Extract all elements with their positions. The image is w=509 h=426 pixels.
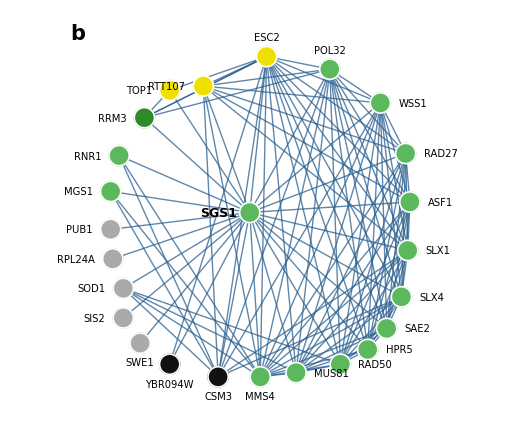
- Circle shape: [159, 81, 179, 101]
- Text: MGS1: MGS1: [64, 187, 93, 197]
- Circle shape: [399, 193, 419, 213]
- Text: SAE2: SAE2: [404, 324, 430, 334]
- Circle shape: [159, 354, 179, 374]
- Circle shape: [249, 367, 270, 387]
- Text: RRM3: RRM3: [98, 113, 126, 124]
- Text: MUS81: MUS81: [314, 368, 348, 378]
- Text: b: b: [70, 24, 86, 44]
- Text: SIS2: SIS2: [83, 313, 105, 323]
- Circle shape: [330, 354, 350, 374]
- Circle shape: [395, 144, 415, 164]
- Text: SWE1: SWE1: [126, 358, 154, 368]
- Text: WSS1: WSS1: [398, 99, 426, 109]
- Circle shape: [286, 363, 305, 383]
- Text: SOD1: SOD1: [77, 284, 105, 294]
- Text: POL32: POL32: [313, 46, 345, 56]
- Circle shape: [193, 77, 213, 97]
- Circle shape: [113, 279, 133, 299]
- Circle shape: [100, 220, 121, 240]
- Circle shape: [113, 308, 133, 328]
- Circle shape: [239, 203, 260, 223]
- Text: ASF1: ASF1: [427, 198, 452, 207]
- Circle shape: [390, 287, 411, 307]
- Text: PUB1: PUB1: [66, 225, 93, 235]
- Circle shape: [319, 60, 340, 80]
- Circle shape: [102, 249, 123, 269]
- Text: YBR094W: YBR094W: [145, 379, 193, 389]
- Circle shape: [109, 146, 129, 166]
- Circle shape: [208, 367, 228, 387]
- Text: SLX4: SLX4: [418, 292, 443, 302]
- Text: CSM3: CSM3: [204, 391, 232, 401]
- Text: HPR5: HPR5: [385, 345, 412, 354]
- Circle shape: [130, 333, 150, 354]
- Circle shape: [397, 241, 417, 261]
- Text: RAD27: RAD27: [423, 149, 457, 159]
- Text: ESC2: ESC2: [253, 33, 279, 43]
- Text: MMS4: MMS4: [245, 391, 274, 401]
- Circle shape: [100, 182, 121, 202]
- Text: TOP1: TOP1: [125, 86, 152, 96]
- Text: RAD50: RAD50: [357, 360, 391, 369]
- Circle shape: [376, 319, 396, 339]
- Text: RTT107: RTT107: [148, 82, 185, 92]
- Circle shape: [370, 94, 390, 114]
- Text: RNR1: RNR1: [73, 151, 101, 161]
- Circle shape: [134, 108, 154, 129]
- Text: RPL24A: RPL24A: [57, 254, 95, 264]
- Text: SLX1: SLX1: [425, 246, 450, 256]
- Circle shape: [256, 47, 276, 68]
- Text: SGS1: SGS1: [200, 207, 237, 219]
- Circle shape: [357, 340, 377, 360]
